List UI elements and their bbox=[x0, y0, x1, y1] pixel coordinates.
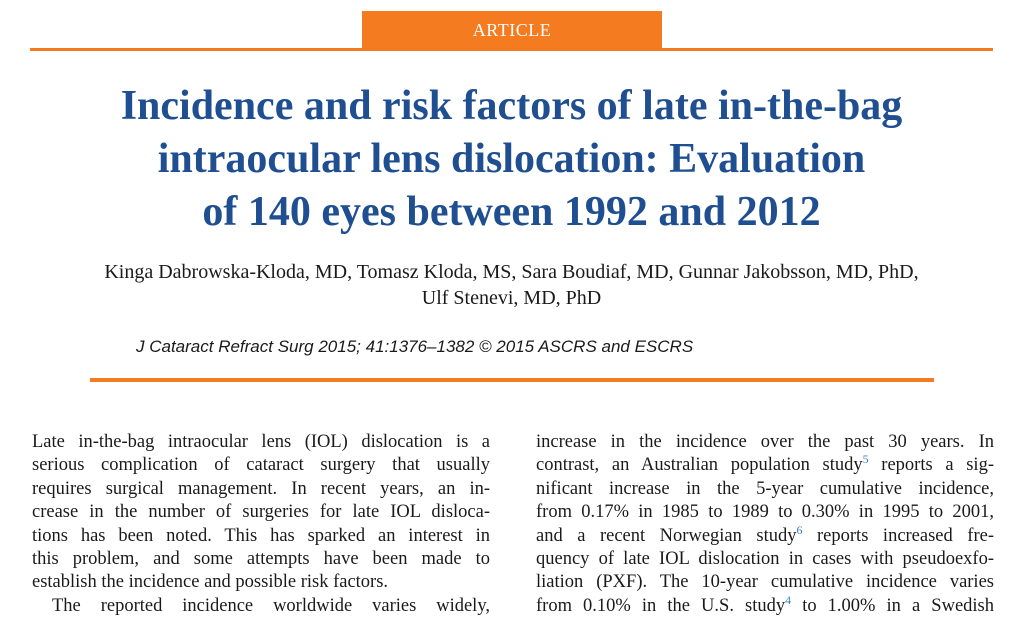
text-line: tions has been noted. This has sparked a… bbox=[32, 525, 490, 546]
section-divider bbox=[90, 378, 934, 382]
text-line: from 0.10% in the U.S. study4 to 1.00% i… bbox=[536, 592, 994, 618]
text-line: The reported incidence worldwide varies … bbox=[52, 595, 490, 616]
text-line: crease in the number of surgeries for la… bbox=[32, 502, 490, 523]
title-line: intraocular lens dislocation: Evaluation bbox=[157, 136, 866, 182]
text-line: from 0.17% in 1985 to 1989 to 0.30% in 1… bbox=[536, 502, 994, 523]
title-line: Incidence and risk factors of late in-th… bbox=[120, 83, 903, 129]
text-segment: reports increased fre- bbox=[802, 525, 994, 546]
text-line: establish the incidence and possible ris… bbox=[32, 572, 389, 593]
article-type-badge: ARTICLE bbox=[362, 11, 662, 50]
title-line: of 140 eyes between 1992 and 2012 bbox=[202, 189, 821, 235]
text-line: this problem, and some attempts have bee… bbox=[32, 549, 490, 570]
text-line: serious complication of cataract surgery… bbox=[32, 455, 490, 476]
journal-citation: J Cataract Refract Surg 2015; 41:1376–13… bbox=[136, 337, 694, 356]
text-segment: reports a sig- bbox=[868, 455, 994, 476]
reference-link[interactable]: 5 bbox=[862, 452, 869, 467]
text-segment: to 1.00% in a Swedish bbox=[791, 595, 994, 616]
text-line: requires surgical management. In recent … bbox=[32, 478, 490, 499]
text-line: Late in-the-bag intraocular lens (IOL) d… bbox=[32, 432, 490, 452]
text-segment: and a recent Norwegian study bbox=[536, 525, 797, 546]
reference-link[interactable]: 4 bbox=[785, 592, 792, 607]
text-line: increase in the incidence over the past … bbox=[536, 432, 994, 452]
body-column-right: increase in the incidence over the past … bbox=[536, 431, 994, 618]
body-column-left: Late in-the-bag intraocular lens (IOL) d… bbox=[32, 431, 490, 618]
author-list: Kinga Dabrowska-Kloda, MD, Tomasz Kloda,… bbox=[30, 259, 993, 311]
reference-link[interactable]: 6 bbox=[796, 522, 803, 537]
text-line: contrast, an Australian population study… bbox=[536, 452, 994, 477]
text-line: nificant increase in the 5-year cumulati… bbox=[536, 478, 994, 499]
text-line: liation (PXF). The 10-year cumulative in… bbox=[536, 572, 994, 593]
article-title: Incidence and risk factors of late in-th… bbox=[40, 80, 983, 239]
authors-line: Kinga Dabrowska-Kloda, MD, Tomasz Kloda,… bbox=[104, 261, 919, 283]
text-line: quency of late IOL dislocation in cases … bbox=[536, 549, 994, 570]
text-segment: from 0.10% in the U.S. study bbox=[536, 595, 786, 616]
text-line: and a recent Norwegian study6 reports in… bbox=[536, 522, 994, 548]
authors-line: Ulf Stenevi, MD, PhD bbox=[421, 287, 602, 309]
text-segment: contrast, an Australian population study bbox=[536, 455, 863, 476]
